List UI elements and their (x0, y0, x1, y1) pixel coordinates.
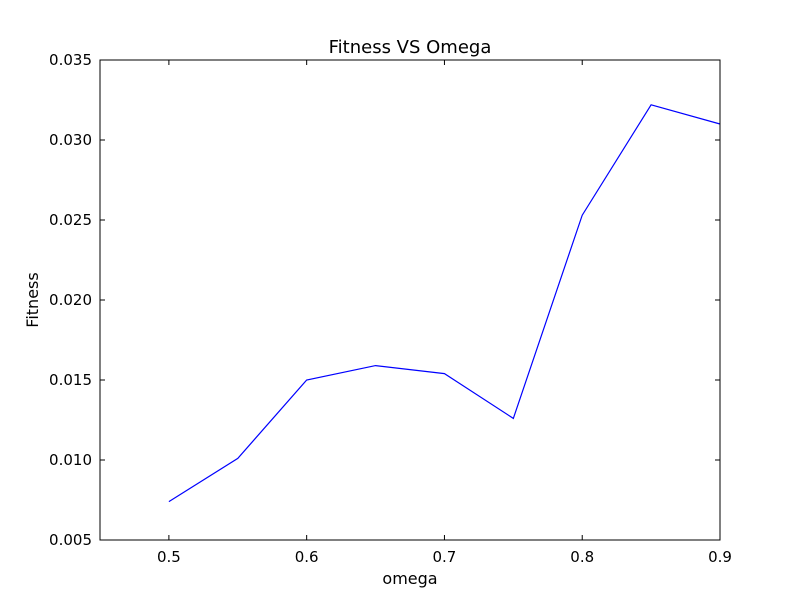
y-tick-label: 0.005 (49, 531, 92, 549)
x-tick-label: 0.7 (433, 548, 457, 566)
chart-title: Fitness VS Omega (329, 37, 492, 58)
y-tick-label: 0.020 (49, 291, 92, 309)
plot-area: 0.5 0.6 0.7 0.8 0.9 0.005 0.010 0.015 0.020 0.025… (49, 51, 732, 566)
y-axis-label: Fitness (23, 272, 42, 327)
y-tick-label: 0.015 (49, 371, 92, 389)
plot-frame (99, 59, 721, 541)
series-line-0 (168, 104, 721, 503)
y-tick-label: 0.035 (49, 51, 92, 69)
x-tick-label: 0.9 (708, 548, 732, 566)
y-tick-label: 0.025 (49, 211, 92, 229)
x-axis-label: omega (382, 569, 437, 588)
x-tick-label: 0.5 (157, 548, 181, 566)
x-tick-label: 0.6 (295, 548, 319, 566)
y-tick-label: 0.030 (49, 131, 92, 149)
y-tick-label: 0.010 (49, 451, 92, 469)
x-tick-label: 0.8 (570, 548, 594, 566)
